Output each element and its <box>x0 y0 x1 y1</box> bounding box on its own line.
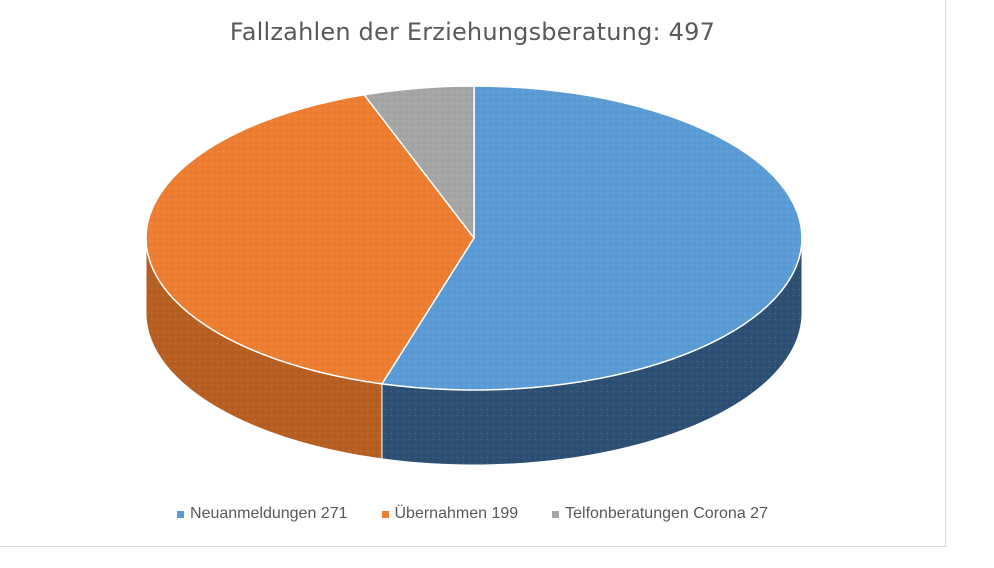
legend-label-2: Telfonberatungen Corona 27 <box>565 505 768 522</box>
legend-swatch-1 <box>381 510 389 518</box>
legend-swatch-2 <box>552 510 560 518</box>
pie-sides <box>145 237 803 466</box>
legend-label-1: Übernahmen 199 <box>394 505 519 522</box>
pie-slice-texture-2 <box>364 86 474 238</box>
pie-side-texture-1 <box>146 238 382 459</box>
legend-item-0: Neuanmeldungen 271 <box>177 505 348 523</box>
pie-slice-texture-0 <box>381 86 802 390</box>
chart-frame: Fallzahlen der Erziehungsberatung: 497 N… <box>0 0 946 547</box>
legend-swatch-0 <box>177 510 185 518</box>
legend-item-1: Übernahmen 199 <box>381 505 519 523</box>
chart-title: Fallzahlen der Erziehungsberatung: 497 <box>229 18 716 46</box>
legend-item-2: Telfonberatungen Corona 27 <box>552 505 768 523</box>
pie-slice-texture-1 <box>146 94 474 384</box>
legend-label-0: Neuanmeldungen 271 <box>190 505 348 522</box>
pie-chart <box>145 85 803 466</box>
legend: Neuanmeldungen 271 Übernahmen 199 Telfonbe… <box>0 505 945 523</box>
pie-side-texture-0 <box>381 238 802 465</box>
pie-tops <box>145 85 803 391</box>
